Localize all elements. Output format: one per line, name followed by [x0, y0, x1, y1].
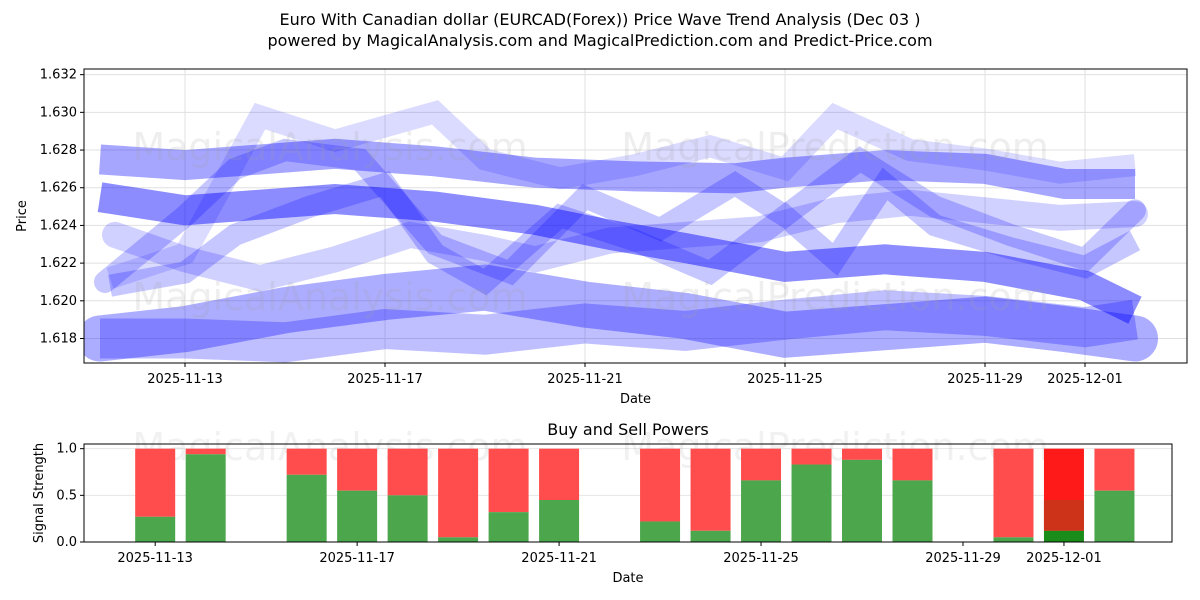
x-tick-label: 2025-11-21 — [547, 372, 623, 387]
y-tick-label: 1.622 — [40, 256, 77, 271]
overlap-bar — [1043, 500, 1084, 531]
sell-bar — [640, 448, 681, 522]
y-axis-label: Signal Strength — [32, 443, 47, 543]
x-tick-label: 2025-11-29 — [947, 372, 1023, 387]
sell-bar — [387, 448, 428, 496]
y-tick-label: 0.0 — [56, 535, 77, 550]
y-tick-label: 1.626 — [40, 181, 77, 196]
watermark: MagicalPrediction.com — [621, 125, 1049, 169]
buy-bar — [286, 474, 327, 542]
panel-title: Buy and Sell Powers — [547, 420, 709, 439]
buy-bar — [640, 521, 681, 542]
x-axis-label: Date — [612, 571, 643, 586]
watermark: MagicalAnalysis.com — [132, 125, 527, 169]
buy-bar — [690, 530, 731, 542]
y-tick-label: 1.618 — [40, 332, 77, 347]
sell-bar — [539, 448, 580, 500]
wave-series-6 — [108, 167, 1141, 297]
plot-frame — [83, 443, 1173, 543]
x-tick-label: 2025-11-13 — [147, 372, 223, 387]
plot-frame — [83, 68, 1188, 364]
x-tick-label: 2025-11-17 — [319, 551, 395, 566]
y-tick-label: 1.0 — [56, 442, 77, 457]
buy-bar — [135, 516, 176, 542]
buy-bar — [842, 459, 883, 542]
x-tick-label: 2025-11-29 — [925, 551, 1001, 566]
chart-subtitle: powered by MagicalAnalysis.com and Magic… — [267, 31, 933, 50]
buy-bar — [993, 537, 1034, 542]
x-tick-label: 2025-11-17 — [347, 372, 423, 387]
buy-bar — [1094, 490, 1135, 542]
sell-bar — [892, 448, 933, 481]
buy-bar — [1043, 530, 1084, 542]
buy-bar — [438, 537, 479, 542]
buy-bar — [387, 495, 428, 542]
sell-bar — [488, 448, 529, 513]
buy-bar — [337, 490, 378, 542]
y-tick-label: 1.630 — [40, 105, 77, 120]
sell-bar — [438, 448, 479, 538]
wave-series-2 — [97, 182, 1142, 324]
y-tick-label: 1.620 — [40, 294, 77, 309]
buy-bar — [741, 480, 782, 542]
y-tick-label: 1.624 — [40, 218, 77, 233]
buy-bar — [185, 454, 226, 542]
watermark: MagicalAnalysis.com — [132, 275, 527, 319]
wave-series-8 — [100, 290, 1138, 363]
chart-title: Euro With Canadian dollar (EURCAD(Forex)… — [279, 10, 921, 29]
sell-bar — [791, 448, 832, 465]
wave-series-3 — [99, 138, 1135, 199]
wave-series-1 — [84, 264, 1158, 362]
x-axis-label: Date — [620, 392, 651, 407]
sell-bar — [741, 448, 782, 481]
sell-bar — [690, 448, 731, 531]
y-tick-label: 1.632 — [40, 68, 77, 83]
wave-group — [84, 100, 1158, 363]
sell-bar — [135, 448, 176, 517]
sell-bar — [1094, 448, 1135, 491]
wave-series-4 — [94, 138, 1146, 293]
wave-series-7 — [102, 189, 1148, 292]
buy-bar — [892, 480, 933, 542]
y-axis-label: Price — [15, 200, 30, 232]
buy-bar — [539, 500, 580, 542]
sell-bar — [337, 448, 378, 491]
y-tick-label: 0.5 — [56, 488, 77, 503]
sell-bar — [185, 448, 226, 455]
sell-bar — [842, 448, 883, 460]
buy-bar — [488, 512, 529, 542]
x-tick-label: 2025-11-13 — [117, 551, 193, 566]
y-tick-label: 1.628 — [40, 143, 77, 158]
x-tick-label: 2025-11-21 — [521, 551, 597, 566]
watermark: MagicalPrediction.com — [621, 275, 1049, 319]
x-tick-label: 2025-11-25 — [747, 372, 823, 387]
sell-bar — [286, 448, 327, 475]
x-tick-label: 2025-12-01 — [1026, 551, 1102, 566]
x-tick-label: 2025-11-25 — [723, 551, 799, 566]
sell-bar — [993, 448, 1034, 538]
x-tick-label: 2025-12-01 — [1047, 372, 1123, 387]
buy-bar — [791, 464, 832, 542]
wave-series-5 — [106, 100, 1137, 289]
